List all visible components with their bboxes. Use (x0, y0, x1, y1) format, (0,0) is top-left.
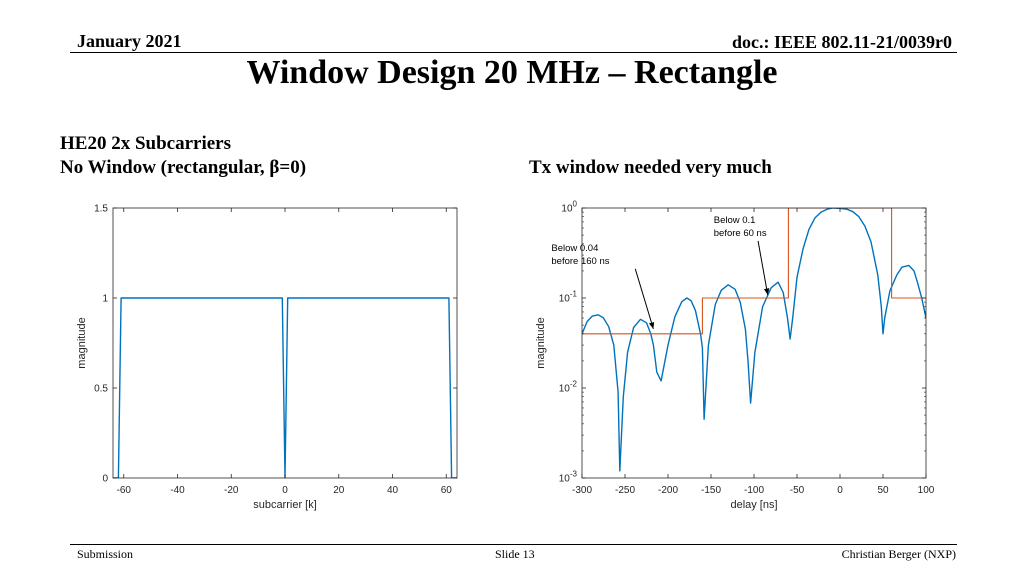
x-tick-label: 20 (333, 485, 345, 496)
annotation-line1: Below 0.04 (551, 243, 598, 254)
y-tick-label: 1.5 (94, 204, 108, 215)
y-tick-exponent: -1 (570, 290, 578, 299)
subtitle-he20: HE20 2x Subcarriers (60, 133, 231, 154)
x-tick-label: -250 (615, 485, 635, 496)
y-tick-label: 0 (102, 474, 108, 485)
x-tick-label: 0 (282, 485, 288, 496)
y-tick-base: 10 (559, 384, 571, 395)
annotation-arrow-shaft (757, 240, 769, 296)
chart-delay-magnitude: -300 -250 -200 -150 -100 -50 0 50 10010-310-210-… (535, 200, 935, 512)
series-line-2 (582, 208, 926, 335)
x-tick-label: -200 (658, 485, 678, 496)
y-tick-exponent: -3 (570, 470, 578, 479)
y-tick-label: 10-3 (559, 470, 578, 485)
x-tick-label: -60 (117, 485, 132, 496)
y-axis-label: magnitude (76, 317, 88, 368)
annotation-arrow-head (648, 321, 655, 329)
footer-submission: Submission (77, 547, 134, 561)
subtitle-tx-window: Tx window needed very much (529, 157, 772, 178)
x-tick-label: 0 (837, 485, 843, 496)
series-line-1 (582, 208, 926, 472)
y-tick-base: 10 (559, 474, 571, 485)
y-tick-base: 10 (561, 204, 573, 215)
y-tick-exponent: 0 (573, 200, 578, 209)
annotation-line2: before 60 ns (714, 228, 767, 239)
series-line-1 (113, 297, 457, 478)
y-tick-exponent: -2 (570, 380, 578, 389)
y-tick-label: 0.5 (94, 384, 108, 395)
x-tick-label: 60 (441, 485, 453, 496)
y-tick-label: 10-2 (559, 380, 578, 395)
subtitle-no-window: No Window (rectangular, β=0) (60, 157, 307, 178)
x-tick-label: -20 (224, 485, 239, 496)
y-tick-base: 10 (559, 294, 571, 305)
x-tick-label: -300 (572, 485, 592, 496)
x-tick-label: 100 (918, 485, 935, 496)
x-axis-label: subcarrier [k] (253, 499, 317, 511)
annotation-arrow-shaft (634, 268, 654, 330)
slide-title: Window Design 20 MHz – Rectangle (246, 54, 778, 91)
y-tick-label: 10-1 (559, 290, 578, 305)
y-tick-label: 1 (102, 294, 108, 305)
header-divider (70, 52, 957, 53)
chart-subcarrier-magnitude: -60 -40 -20 0 20 40 60 0 0.5 1 1.5 subcarrier [k] ma… (76, 204, 458, 511)
annotation-line2: before 160 ns (551, 256, 609, 267)
footer-slide-number: Slide 13 (495, 547, 535, 561)
header-date: January 2021 (77, 31, 182, 51)
x-tick-label: -50 (790, 485, 805, 496)
x-tick-label: -40 (170, 485, 185, 496)
x-axis-label: delay [ns] (730, 499, 777, 511)
annotation-line1: Below 0.1 (714, 215, 756, 226)
plot-area (582, 208, 926, 478)
x-tick-label: -150 (701, 485, 721, 496)
header-doc-id: doc.: IEEE 802.11-21/0039r0 (731, 32, 952, 52)
y-tick-label: 100 (561, 200, 577, 215)
footer-author: Christian Berger (NXP) (841, 547, 956, 561)
y-axis-label: magnitude (535, 317, 547, 368)
x-tick-label: 40 (387, 485, 399, 496)
footer-divider (70, 544, 957, 545)
x-tick-label: 50 (877, 485, 889, 496)
x-tick-label: -100 (744, 485, 764, 496)
annotation-arrow-head (763, 288, 770, 295)
